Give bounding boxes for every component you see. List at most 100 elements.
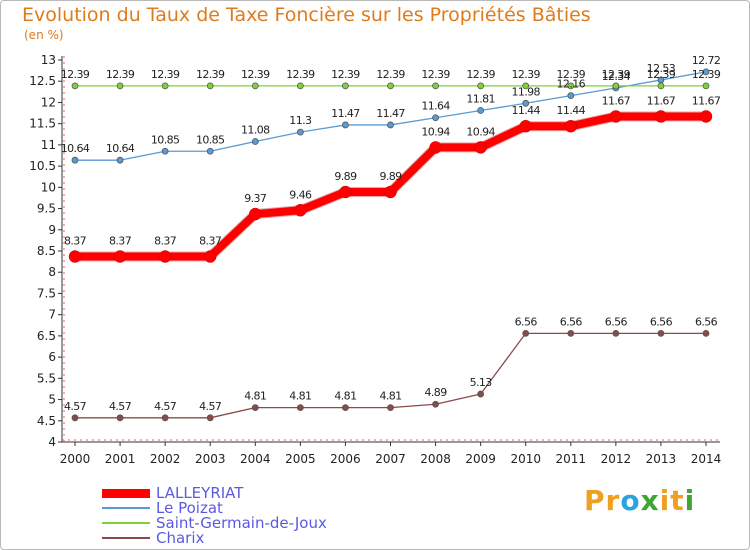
data-label: 5.13 bbox=[470, 376, 493, 389]
data-point bbox=[116, 156, 124, 164]
x-tick-label: 2003 bbox=[195, 452, 226, 466]
data-label: 11.47 bbox=[331, 107, 360, 120]
logo-letter: i bbox=[684, 484, 696, 517]
data-label: 6.56 bbox=[560, 315, 583, 328]
data-point bbox=[206, 414, 214, 422]
data-point bbox=[161, 147, 169, 155]
data-label: 11.44 bbox=[557, 104, 586, 117]
y-tick-label: 12 bbox=[41, 95, 56, 109]
data-label: 12.16 bbox=[557, 78, 586, 91]
data-point bbox=[522, 99, 530, 107]
data-point bbox=[71, 414, 79, 422]
legend-item: LALLEYRIAT bbox=[102, 484, 244, 502]
data-label: 8.37 bbox=[199, 235, 222, 248]
x-tick-label: 2004 bbox=[240, 452, 271, 466]
data-point bbox=[612, 329, 620, 337]
data-point bbox=[609, 110, 623, 123]
data-point bbox=[477, 82, 485, 90]
data-label: 4.57 bbox=[154, 400, 177, 413]
logo-letter: r bbox=[605, 484, 621, 517]
proxiti-logo: Proxiti bbox=[584, 484, 695, 517]
data-labels: 8.37 8.37 8.37 8.37 9.37 9.46 9.89 9.89 10.94 10.… bbox=[61, 54, 722, 413]
data-point bbox=[206, 82, 214, 90]
series-lalleyriat bbox=[68, 110, 713, 263]
data-label: 12.39 bbox=[196, 68, 225, 81]
x-tick-label: 2012 bbox=[601, 452, 632, 466]
data-point bbox=[429, 141, 442, 154]
y-tick-label: 13 bbox=[41, 53, 56, 67]
data-point bbox=[206, 147, 214, 155]
y-tick-label: 10 bbox=[41, 180, 56, 194]
data-point bbox=[699, 110, 713, 123]
data-point bbox=[702, 82, 710, 90]
legend-label: Le Poizat bbox=[156, 499, 223, 517]
y-tick-label: 8 bbox=[48, 265, 56, 279]
y-tick-label: 5 bbox=[48, 393, 56, 407]
data-point bbox=[116, 82, 124, 90]
data-label: 10.94 bbox=[421, 125, 450, 138]
data-point bbox=[612, 82, 620, 90]
legend-swatch bbox=[102, 488, 150, 498]
data-label: 8.37 bbox=[154, 235, 177, 248]
data-point bbox=[387, 82, 394, 90]
data-point bbox=[567, 82, 575, 90]
data-label: 9.46 bbox=[289, 188, 312, 201]
data-point bbox=[432, 82, 439, 90]
data-point bbox=[296, 128, 304, 136]
data-point bbox=[387, 404, 394, 412]
legend-label: LALLEYRIAT bbox=[156, 484, 244, 502]
data-label: 9.89 bbox=[379, 170, 402, 183]
y-tick-label: 9 bbox=[48, 223, 56, 237]
data-label: 12.39 bbox=[511, 68, 540, 81]
y-tick-label: 4 bbox=[48, 435, 56, 449]
legend-swatch bbox=[102, 522, 150, 524]
data-point bbox=[71, 156, 79, 164]
data-point bbox=[567, 329, 575, 337]
x-tick-label: 2000 bbox=[60, 452, 91, 466]
data-point bbox=[342, 121, 349, 129]
x-tick-label: 2007 bbox=[375, 452, 406, 466]
data-point bbox=[522, 329, 530, 337]
data-label: 4.57 bbox=[199, 400, 222, 413]
data-point bbox=[158, 250, 172, 263]
data-point bbox=[339, 185, 352, 199]
series-charix bbox=[71, 329, 710, 422]
data-point bbox=[113, 250, 127, 263]
data-label: 10.64 bbox=[61, 142, 90, 155]
legend-item: Saint-Germain-de-Joux bbox=[102, 514, 327, 532]
legend-label: Saint-Germain-de-Joux bbox=[156, 514, 327, 532]
data-label: 12.53 bbox=[647, 62, 676, 75]
x-tick-label: 2005 bbox=[285, 452, 316, 466]
data-label: 4.57 bbox=[109, 400, 132, 413]
data-label: 4.81 bbox=[244, 390, 266, 403]
data-label: 9.37 bbox=[244, 192, 267, 205]
data-label: 11.67 bbox=[692, 94, 721, 107]
data-point bbox=[477, 107, 485, 114]
data-point bbox=[432, 114, 439, 122]
data-label: 6.56 bbox=[695, 315, 718, 328]
data-label: 12.39 bbox=[692, 68, 721, 81]
data-point bbox=[384, 185, 397, 199]
data-label: 6.56 bbox=[515, 315, 538, 328]
data-point bbox=[249, 207, 262, 221]
data-label: 12.72 bbox=[692, 54, 721, 67]
data-point bbox=[432, 400, 439, 408]
y-tick-label: 12.5 bbox=[29, 74, 56, 88]
x-tick-label: 2010 bbox=[510, 452, 541, 466]
data-label: 11.67 bbox=[602, 94, 631, 107]
data-label: 9.89 bbox=[334, 170, 357, 183]
y-tick-label: 6 bbox=[48, 350, 56, 364]
data-label: 4.57 bbox=[64, 400, 87, 413]
logo-letter: o bbox=[620, 484, 641, 517]
data-label: 11.44 bbox=[511, 104, 540, 117]
data-point bbox=[387, 121, 394, 129]
data-point bbox=[116, 414, 124, 422]
data-label: 10.85 bbox=[151, 133, 180, 146]
data-label: 11.64 bbox=[421, 100, 450, 113]
data-label: 4.81 bbox=[379, 390, 401, 403]
axes: 4 4.5 5 5.5 6 6.5 7 7.5 8 8.5 9 9.5 10 10.5 11 11.5 12 12… bbox=[29, 53, 721, 466]
data-label: 10.64 bbox=[106, 142, 135, 155]
data-label: 10.85 bbox=[196, 133, 225, 146]
y-tick-label: 11.5 bbox=[29, 117, 56, 131]
